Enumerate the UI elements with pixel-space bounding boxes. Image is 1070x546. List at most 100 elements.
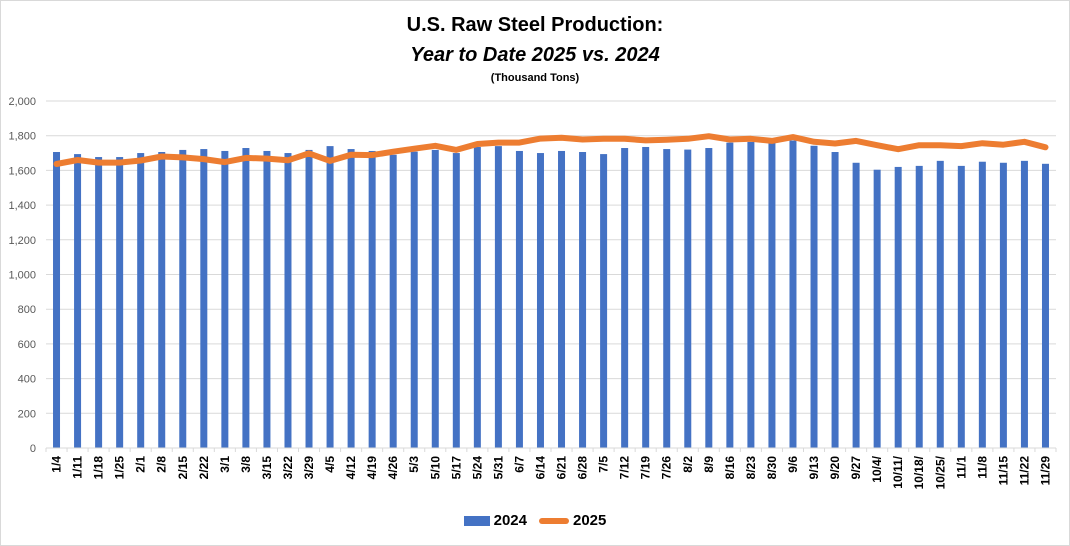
bar-2024 [515, 150, 523, 448]
x-tick-label: 3/22 [281, 456, 295, 480]
bar-2024 [473, 146, 481, 449]
bar-2024 [852, 162, 860, 449]
y-tick-label: 2,000 [8, 96, 36, 108]
x-tick-label: 5/3 [407, 456, 421, 473]
bar-2024 [915, 165, 923, 448]
x-tick-label: 2/8 [155, 456, 169, 473]
x-tick-label: 11/1 [954, 456, 968, 479]
line-2025 [53, 133, 1049, 167]
x-tick-label: 3/15 [260, 456, 274, 480]
x-tick-label: 7/5 [597, 456, 611, 473]
x-tick-label: 9/27 [849, 456, 863, 480]
chart-units: (Thousand Tons) [490, 72, 580, 84]
bar-2024 [137, 153, 145, 449]
x-tick-label: 9/6 [786, 456, 800, 473]
x-tick-label: 8/23 [744, 456, 758, 480]
x-tick-label: 2/1 [134, 456, 148, 473]
y-tick-label: 0 [30, 443, 36, 455]
x-axis-ticks: 1/4 1/11 1/18 1/25 2/1 2/8 2/15 2/22 3/1 3/8 3/15 3… [50, 455, 1053, 489]
x-tick-label: 5/24 [470, 456, 484, 480]
bar-2024 [726, 142, 734, 448]
y-tick-label: 600 [18, 339, 36, 351]
x-tick-label: 10/25/ [933, 455, 947, 489]
bar-2024 [221, 150, 229, 448]
bar-2024 [810, 145, 818, 448]
bar-2024 [536, 153, 544, 449]
bar-2024 [600, 154, 608, 448]
x-tick-label: 1/25 [113, 456, 127, 480]
bar-2024 [768, 142, 776, 448]
bar-2024 [1020, 160, 1028, 449]
bar-2024 [957, 165, 965, 448]
bar-2024 [305, 149, 313, 448]
x-tick-label: 5/17 [449, 456, 463, 480]
bar-2024 [452, 153, 460, 449]
bar-2024 [389, 154, 397, 448]
chart-subtitle: Year to Date 2025 vs. 2024 [410, 44, 660, 66]
x-tick-label: 11/29 [1038, 456, 1052, 486]
x-axis [45, 447, 1057, 452]
bar-2024 [705, 148, 713, 448]
legend-label-2025: 2025 [573, 512, 607, 529]
bar-2024 [53, 152, 61, 448]
legend: 2024 2025 [0, 512, 1070, 529]
bar-2024 [684, 149, 692, 448]
x-tick-label: 1/11 [71, 456, 85, 479]
x-tick-label: 8/9 [702, 456, 716, 473]
x-tick-label: 11/8 [975, 456, 989, 479]
x-tick-label: 8/30 [765, 456, 779, 480]
x-tick-label: 4/26 [386, 456, 400, 480]
x-tick-label: 6/14 [533, 456, 547, 480]
bar-2024 [116, 157, 124, 448]
series-2025-line [53, 133, 1049, 167]
x-tick-label: 3/29 [302, 456, 316, 480]
legend-label-2024: 2024 [493, 512, 527, 529]
y-tick-label: 1,800 [8, 131, 36, 143]
bar-2024 [894, 166, 902, 448]
x-tick-label: 3/1 [218, 456, 232, 473]
x-tick-label: 10/4/ [870, 455, 884, 482]
x-tick-label: 2/22 [197, 456, 211, 480]
bar-2024 [873, 169, 881, 448]
bar-2024 [347, 149, 355, 448]
x-tick-label: 9/20 [828, 456, 842, 480]
bar-2024 [936, 160, 944, 449]
x-tick-label: 4/12 [344, 456, 358, 480]
y-tick-label: 200 [18, 408, 36, 420]
y-tick-label: 1,000 [8, 270, 36, 282]
series-2024-bars [53, 140, 1049, 449]
x-tick-label: 5/10 [428, 456, 442, 480]
x-tick-label: 7/19 [639, 456, 653, 480]
bar-2024 [831, 152, 839, 448]
bar-2024 [200, 149, 208, 448]
x-tick-label: 1/18 [92, 456, 106, 480]
x-tick-label: 4/19 [365, 456, 379, 480]
bar-2024 [95, 157, 103, 448]
x-tick-label: 11/22 [1017, 456, 1031, 486]
bar-2024 [747, 141, 755, 449]
bar-2024 [263, 150, 271, 448]
legend-swatch-2025 [539, 517, 569, 524]
bar-2024 [179, 149, 187, 448]
bar-2024 [284, 153, 292, 449]
bar-2024 [558, 150, 566, 448]
x-tick-label: 5/31 [491, 456, 505, 480]
legend-item-2025: 2025 [539, 512, 606, 529]
bar-2024 [494, 146, 502, 449]
bar-2024 [978, 161, 986, 448]
chart-title: U.S. Raw Steel Production: [406, 14, 664, 36]
x-tick-label: 10/18/ [912, 455, 926, 489]
bar-2024 [621, 148, 629, 448]
x-tick-label: 7/26 [660, 456, 674, 480]
y-tick-label: 400 [18, 374, 36, 386]
bar-2024 [999, 162, 1007, 449]
bar-2024 [663, 149, 671, 448]
x-tick-label: 8/2 [681, 456, 695, 473]
y-axis-ticks: 0 200 400 600 800 1,000 1,200 1,400 1,600 1,800 2,… [8, 96, 36, 455]
x-tick-label: 6/28 [576, 456, 590, 480]
bar-2024 [326, 146, 334, 449]
bar-2024 [431, 149, 439, 448]
bar-2024 [789, 140, 797, 449]
bar-2024 [410, 151, 418, 449]
